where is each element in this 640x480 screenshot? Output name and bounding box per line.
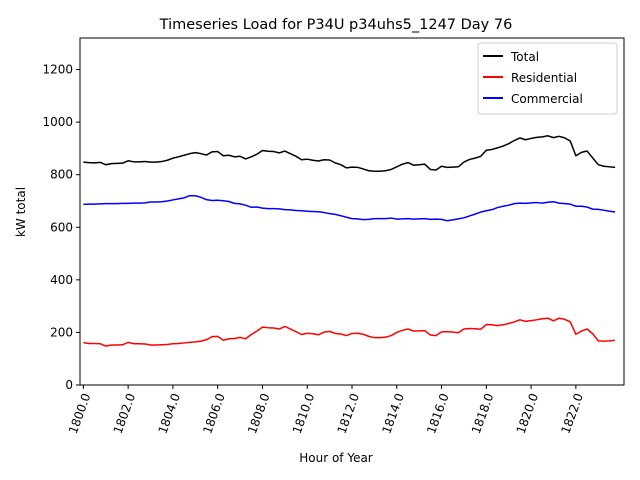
chart-title: Timeseries Load for P34U p34uhs5_1247 Da… <box>159 17 513 33</box>
legend: Total Residential Commercial <box>477 42 618 115</box>
y-tick-label: 400 <box>50 273 73 287</box>
legend-label-commercial: Commercial <box>511 92 583 106</box>
y-axis-label: kW total <box>14 187 28 237</box>
series-layer <box>83 135 616 347</box>
legend-box <box>477 42 618 115</box>
series-line-residential <box>83 317 616 347</box>
y-tick-label: 1200 <box>42 63 73 77</box>
y-tick-label: 600 <box>50 220 73 234</box>
legend-label-residential: Residential <box>511 71 577 85</box>
legend-label-total: Total <box>510 50 539 64</box>
series-line-total <box>83 135 616 173</box>
series-line-commercial <box>83 194 616 222</box>
plot-area <box>79 37 625 386</box>
y-tick-label: 1000 <box>42 115 73 129</box>
y-axis: 0 200 400 600 800 1000 1200 <box>42 63 80 392</box>
y-tick-label: 200 <box>50 325 73 339</box>
x-axis-label: Hour of Year <box>299 451 373 465</box>
y-tick-label: 0 <box>65 378 73 392</box>
legend-items: Total Residential Commercial <box>483 50 583 106</box>
y-tick-label: 800 <box>50 168 73 182</box>
